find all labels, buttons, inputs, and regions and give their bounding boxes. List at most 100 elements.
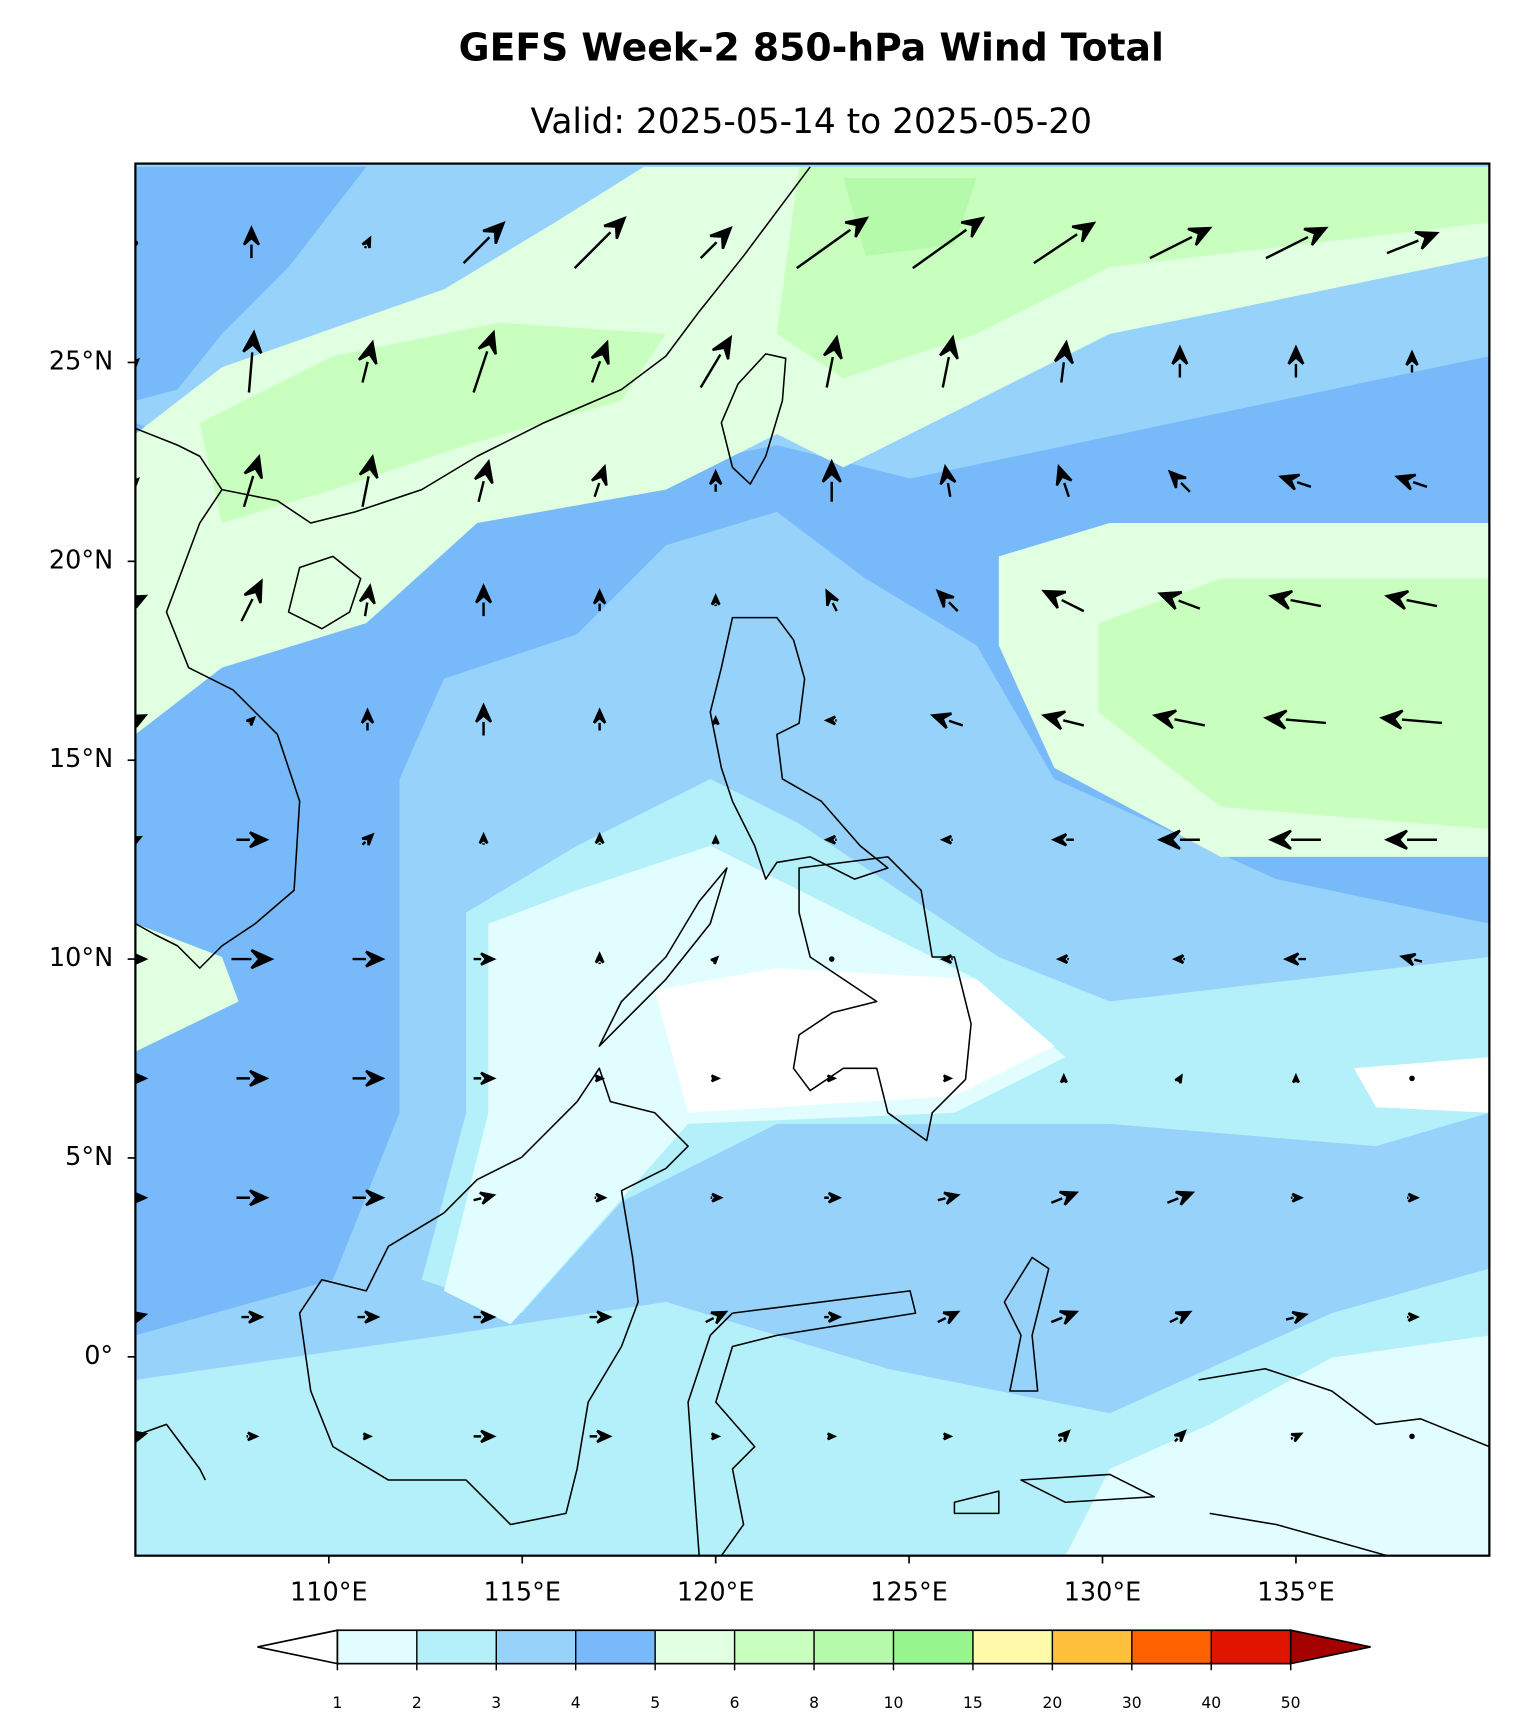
colorbar-box [1211,1630,1291,1664]
wind-vector [1394,473,1428,491]
wind-vector [358,453,379,508]
shade-8-10 [843,178,977,256]
wind-vector [1041,589,1085,613]
wind-vector [362,1432,373,1441]
wind-vector [1169,1310,1193,1325]
wind-vector [361,235,372,249]
wind-vector [1406,1312,1420,1322]
colorbar-box [972,1630,1053,1664]
wind-vector [462,220,506,265]
wind-vector [937,1191,961,1205]
wind-vector [236,1069,270,1087]
wind-vector [473,1071,497,1086]
wind-vector [1386,230,1440,255]
shade-5-6 [135,166,1490,735]
colorbar-tick-label: 4 [571,1694,581,1712]
wind-vector [1384,589,1438,610]
wind-vector [475,583,493,617]
shade-6-8 [199,322,666,524]
wind-vector [823,834,837,845]
colorbar-box [734,1630,815,1664]
x-tick-label: 115°E [483,1578,561,1608]
wind-vector [360,707,375,731]
shade-4-5 [135,166,367,401]
wind-vector [912,216,986,270]
wind-vector [1166,1190,1196,1206]
x-tick-label: 125°E [870,1578,948,1608]
wind-vector [942,1074,954,1083]
wind-vector [796,216,870,270]
x-tick-label: 120°E [677,1578,755,1608]
wind-vector [594,1192,608,1203]
wind-vector [1050,1190,1080,1206]
wind-vector [592,588,607,612]
wind-vector [1282,952,1306,966]
wind-vector [1290,1432,1304,1443]
colorbar-box [814,1630,894,1664]
wind-vector [473,952,497,966]
wind-vector [590,339,610,383]
shade-1-2 [1065,1335,1490,1556]
wind-vector [1409,1433,1415,1440]
wind-vector [1151,709,1206,730]
wind-vector [710,1074,722,1083]
wind-vector [710,955,720,965]
wind-vector [246,715,257,726]
wind-vector [1057,1429,1071,1443]
wind-vector [1174,1073,1183,1084]
wind-vector [240,578,263,622]
wind-vector [1157,590,1201,610]
y-tick-label: 10°N [49,943,113,973]
wind-vector [478,831,489,845]
wind-vector [1055,954,1069,964]
wind-vector [1384,829,1437,850]
wind-vector [821,458,842,502]
wind-vector [1399,952,1423,967]
wind-vector [246,1431,260,1442]
wind-vector [937,1310,961,1325]
figure-body: GEFS Week-2 850-hPa Wind Total Valid: 20… [49,26,1491,1712]
y-tick-label: 20°N [49,545,113,575]
wind-vector [823,715,837,726]
wind-vector [236,1189,270,1207]
wind-vector [592,707,607,731]
colorbar-tick-label: 20 [1042,1694,1062,1712]
wind-vector [1149,226,1213,260]
wind-vector [1268,589,1322,610]
wind-vector [1040,710,1085,730]
wind-vector [1379,709,1443,730]
shade-under [1353,1057,1490,1113]
colorbar-box [893,1630,973,1664]
y-tick-label: 5°N [65,1142,113,1172]
wind-vector [473,1429,497,1444]
shade-under [654,968,1055,1113]
wind-vector [357,1310,381,1324]
chart-title: GEFS Week-2 850-hPa Wind Total [459,26,1164,70]
wind-vector [475,702,493,736]
wind-vector [1059,1072,1068,1084]
wind-vector [135,953,149,965]
colorbar-box [337,1630,417,1664]
wind-vector [1267,829,1321,850]
wind-vector [1285,1310,1309,1325]
wind-vector [352,1069,386,1087]
colorbar-tick-label: 2 [412,1694,422,1712]
colorbar-under [257,1629,339,1665]
wind-vector [942,1432,954,1441]
wind-vector [1406,1192,1420,1203]
wind-vector [242,453,264,508]
wind-vector [231,948,275,970]
wind-vector [594,831,605,845]
colorbar-box [1052,1630,1132,1664]
coastlines [135,166,1490,1556]
colorbar-tick-label: 50 [1281,1694,1301,1712]
wind-vector [929,712,964,730]
wind-vector [1265,226,1329,260]
wind-vector [474,458,494,503]
wind-vector [242,329,263,393]
wind-vectors [135,215,1443,1444]
wind-vector [1171,954,1185,964]
wind-vector [135,1191,149,1204]
wind-vector [1291,1072,1300,1084]
